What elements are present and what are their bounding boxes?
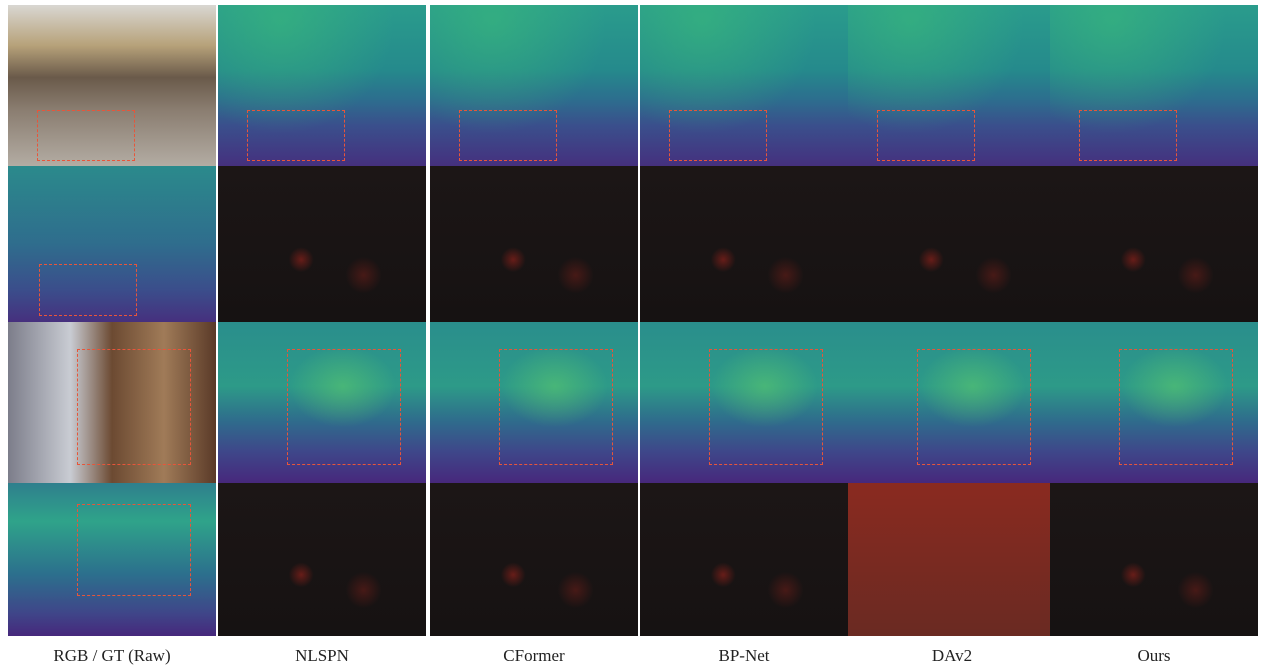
image-cell: [848, 5, 1056, 166]
image-cell: [1050, 5, 1258, 166]
highlight-box: [77, 349, 191, 465]
column-label: DAv2: [847, 646, 1057, 666]
highlight-box: [287, 349, 401, 465]
highlight-box: [1119, 349, 1233, 465]
column-label: CFormer: [429, 646, 639, 666]
image-cell: [430, 483, 638, 636]
image-cell: [1050, 322, 1258, 483]
highlight-box: [459, 110, 557, 162]
image-cell: [8, 166, 216, 322]
image-cell: [430, 5, 638, 166]
image-cell: [8, 5, 216, 166]
highlight-box: [669, 110, 767, 162]
image-cell: [8, 322, 216, 483]
image-cell: [640, 166, 848, 322]
image-cell: [848, 166, 1056, 322]
highlight-box: [1079, 110, 1177, 162]
image-cell: [848, 483, 1056, 636]
image-cell: [218, 166, 426, 322]
image-cell: [640, 5, 848, 166]
image-cell: [218, 483, 426, 636]
image-cell: [218, 5, 426, 166]
highlight-box: [499, 349, 613, 465]
column-label: BP-Net: [639, 646, 849, 666]
column-label: Ours: [1049, 646, 1259, 666]
highlight-box: [709, 349, 823, 465]
image-cell: [430, 322, 638, 483]
highlight-box: [247, 110, 345, 162]
highlight-box: [77, 504, 191, 596]
image-cell: [640, 483, 848, 636]
image-cell: [1050, 483, 1258, 636]
image-cell: [430, 166, 638, 322]
image-cell: [1050, 166, 1258, 322]
image-cell: [218, 322, 426, 483]
highlight-box: [877, 110, 975, 162]
column-label: RGB / GT (Raw): [7, 646, 217, 666]
image-cell: [848, 322, 1056, 483]
highlight-box: [39, 264, 137, 315]
figure: RGB / GT (Raw)NLSPNCFormerBP-NetDAv2Ours: [0, 0, 1262, 668]
highlight-box: [917, 349, 1031, 465]
image-cell: [8, 483, 216, 636]
image-cell: [640, 322, 848, 483]
column-label: NLSPN: [217, 646, 427, 666]
highlight-box: [37, 110, 135, 162]
